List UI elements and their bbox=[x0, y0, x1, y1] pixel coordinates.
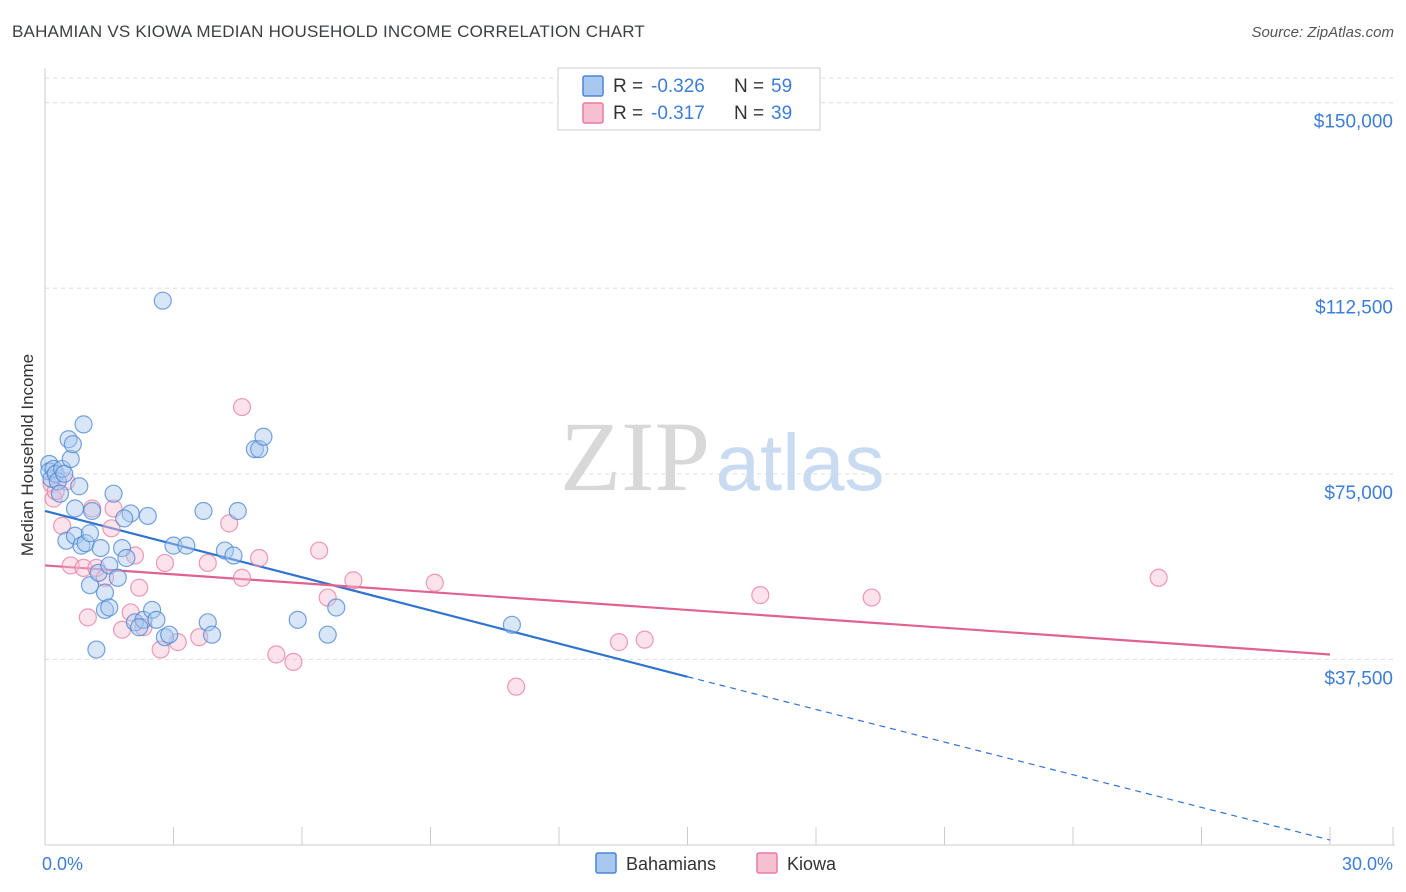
kiowa-point bbox=[232, 397, 252, 417]
kiowa-point bbox=[220, 514, 239, 533]
bahamian-point bbox=[112, 538, 132, 558]
legend-r-value-2: -0.317 bbox=[651, 103, 705, 124]
y-tick-label: $75,000 bbox=[1324, 483, 1393, 504]
series-legend-label-kiowa: Kiowa bbox=[787, 854, 837, 874]
bahamians-trend-extension bbox=[687, 676, 1331, 841]
legend-r-value-1: -0.326 bbox=[651, 76, 705, 97]
legend-n-value-1: 59 bbox=[771, 76, 792, 97]
x-tick-label-max: 30.0% bbox=[1342, 854, 1393, 874]
y-tick-labels: $37,500 $75,000 $112,500 $150,000 bbox=[1314, 112, 1393, 690]
bahamian-point bbox=[194, 501, 213, 521]
bahamian-point bbox=[108, 568, 127, 587]
bahamian-point bbox=[91, 538, 110, 558]
legend-swatch-kiowa bbox=[582, 102, 604, 124]
bahamian-point bbox=[83, 501, 102, 521]
kiowa-point bbox=[284, 652, 303, 672]
bahamian-point bbox=[142, 600, 162, 620]
watermark: ZIP atlas bbox=[560, 401, 884, 512]
bahamian-point bbox=[177, 536, 196, 555]
bahamian-point bbox=[288, 610, 307, 629]
bahamian-point bbox=[254, 427, 273, 446]
chart-title: BAHAMIAN VS KIOWA MEDIAN HOUSEHOLD INCOM… bbox=[12, 22, 646, 41]
bahamian-point bbox=[215, 541, 234, 560]
kiowa-point bbox=[267, 645, 286, 664]
bahamian-point bbox=[117, 548, 136, 568]
bahamian-point bbox=[61, 449, 80, 469]
bahamian-point bbox=[89, 563, 108, 582]
kiowa-point bbox=[250, 548, 269, 568]
bahamian-point bbox=[115, 509, 134, 528]
bahamian-point bbox=[70, 477, 89, 496]
kiowa-point bbox=[507, 677, 526, 696]
bahamian-point bbox=[65, 526, 85, 545]
stats-legend: R = -0.326 N = 59 R = -0.317 N = 39 bbox=[557, 67, 821, 131]
axes bbox=[44, 68, 1395, 846]
bahamian-point bbox=[138, 506, 157, 526]
legend-swatch-bahamians bbox=[582, 75, 604, 97]
kiowa-point bbox=[53, 516, 72, 535]
kiowa-point bbox=[862, 588, 881, 607]
trend-lines bbox=[44, 509, 1331, 841]
bahamian-point bbox=[147, 610, 166, 629]
legend-n-value-2: 39 bbox=[771, 103, 792, 124]
x-tick-labels: 0.0% 30.0% bbox=[42, 854, 1393, 874]
y-tick-label: $112,500 bbox=[1315, 297, 1393, 318]
bahamian-point bbox=[100, 598, 119, 617]
bahamian-point bbox=[224, 546, 243, 565]
bahamian-point bbox=[228, 501, 247, 521]
bahamian-point bbox=[63, 435, 82, 454]
watermark-zip: ZIP bbox=[560, 401, 710, 512]
series-legend-label-bahamians: Bahamians bbox=[626, 854, 716, 874]
kiowa-point bbox=[310, 541, 329, 560]
bahamians-trend-line bbox=[44, 509, 688, 678]
legend-n-label-2: N = bbox=[734, 103, 764, 124]
kiowa-point bbox=[1149, 568, 1168, 587]
data-points bbox=[40, 291, 1168, 696]
bahamian-point bbox=[502, 615, 521, 634]
kiowa-point bbox=[635, 630, 654, 649]
legend-r-label-1: R = bbox=[613, 76, 643, 97]
series-legend: Bahamians Kiowa bbox=[595, 852, 837, 874]
bahamian-point bbox=[80, 524, 100, 543]
source-credit: Source: ZipAtlas.com bbox=[1251, 24, 1394, 41]
kiowa-point bbox=[102, 519, 121, 538]
bahamian-point bbox=[245, 440, 264, 459]
bahamian-point bbox=[318, 625, 337, 644]
bahamian-point bbox=[100, 556, 119, 575]
kiowa-point bbox=[78, 608, 97, 627]
bahamian-point bbox=[327, 598, 346, 617]
y-tick-label: $150,000 bbox=[1314, 112, 1393, 133]
bahamian-point bbox=[164, 536, 183, 555]
kiowa-point bbox=[232, 568, 252, 587]
kiowa-point bbox=[425, 573, 444, 592]
bahamian-point bbox=[65, 499, 85, 518]
kiowa-point bbox=[609, 633, 629, 652]
kiowa-point bbox=[130, 578, 149, 597]
legend-n-label-1: N = bbox=[734, 76, 764, 97]
bahamian-point bbox=[202, 625, 222, 644]
kiowa-point bbox=[198, 553, 217, 573]
bahamian-point bbox=[130, 618, 149, 637]
bahamian-point bbox=[87, 640, 106, 659]
bahamian-point bbox=[74, 415, 93, 434]
x-tick-label-min: 0.0% bbox=[42, 854, 83, 874]
watermark-atlas: atlas bbox=[716, 418, 885, 507]
bahamian-point bbox=[153, 291, 172, 310]
bahamian-point bbox=[80, 576, 100, 595]
bahamian-point bbox=[50, 484, 70, 503]
legend-r-label-2: R = bbox=[613, 103, 643, 124]
series-legend-swatch-kiowa bbox=[756, 852, 778, 874]
kiowa-trend-line bbox=[44, 564, 1331, 656]
y-tick-label: $37,500 bbox=[1324, 668, 1393, 689]
kiowa-point bbox=[155, 553, 175, 573]
bahamian-point bbox=[160, 625, 179, 644]
kiowa-point bbox=[344, 571, 363, 590]
series-legend-swatch-bahamians bbox=[595, 852, 617, 874]
kiowa-point bbox=[751, 586, 770, 605]
bahamian-point bbox=[104, 484, 123, 503]
